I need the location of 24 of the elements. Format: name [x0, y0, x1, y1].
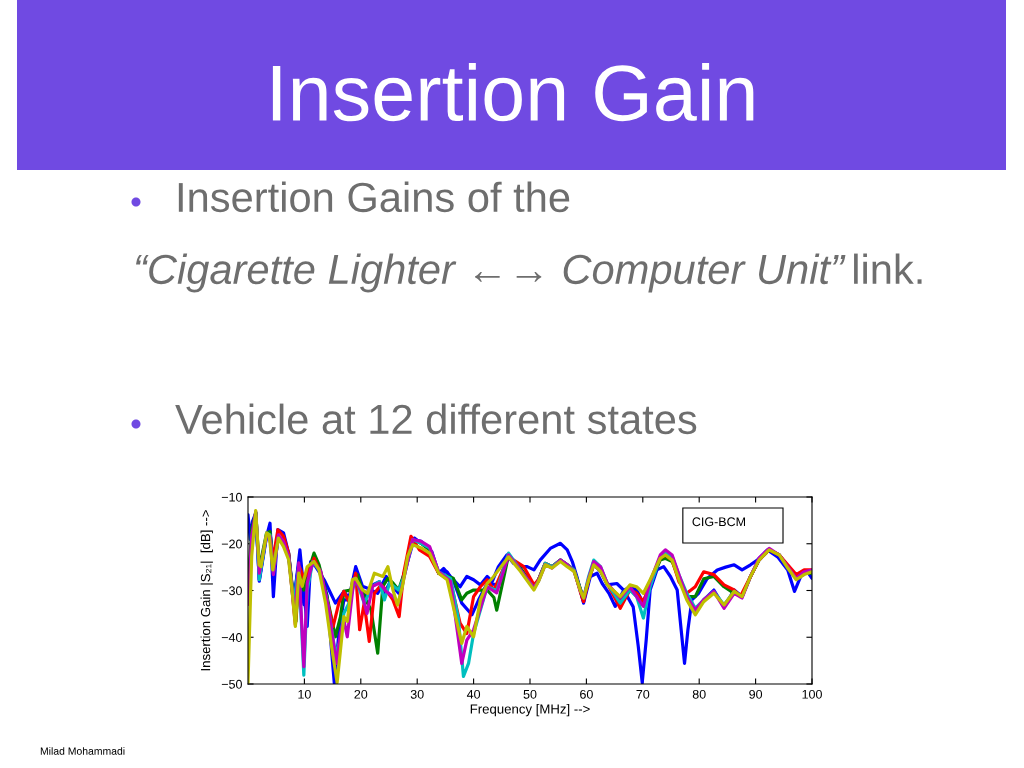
text: Milad Mohammadi	[40, 747, 125, 755]
y-tick-label: −40	[221, 633, 242, 642]
y-tick-label: −50	[221, 679, 242, 689]
y-axis-title: Insertion Gain |S₂₁| [dB] -->	[200, 510, 213, 671]
x-tick-label: 80	[692, 689, 706, 699]
y-tick-label: −30	[221, 586, 242, 596]
text: Insertion Gains of the	[178, 181, 570, 213]
x-tick-label: 50	[523, 689, 537, 699]
x-tick-label: 20	[354, 689, 368, 699]
x-axis-title: Frequency [MHz] -->	[470, 703, 590, 717]
text: link.	[854, 253, 922, 284]
y-tick-label: −10	[221, 492, 242, 502]
x-tick-label: 10	[298, 689, 311, 699]
y-tick-label: −20	[221, 539, 242, 549]
text: “Cigarette Lighter ←→ Computer Unit”	[136, 253, 846, 293]
x-tick-label: 70	[636, 689, 650, 699]
x-tick-label: 30	[410, 689, 424, 699]
x-tick-label: 40	[466, 689, 481, 699]
annotation: CIG-BCM	[692, 517, 745, 527]
x-tick-label: 100	[802, 689, 822, 699]
x-tick-label: 90	[749, 689, 763, 699]
x-tick-label: 60	[580, 689, 593, 699]
chart-title: Insertion Gain	[272, 63, 754, 122]
text: Vehicle at 12 different states	[175, 403, 697, 435]
